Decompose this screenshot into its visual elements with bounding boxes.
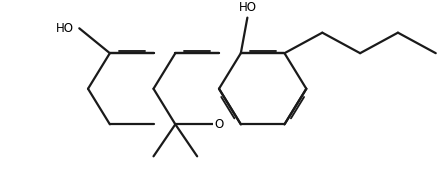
Text: O: O (214, 118, 224, 131)
Text: HO: HO (56, 22, 74, 35)
Text: HO: HO (238, 1, 256, 14)
